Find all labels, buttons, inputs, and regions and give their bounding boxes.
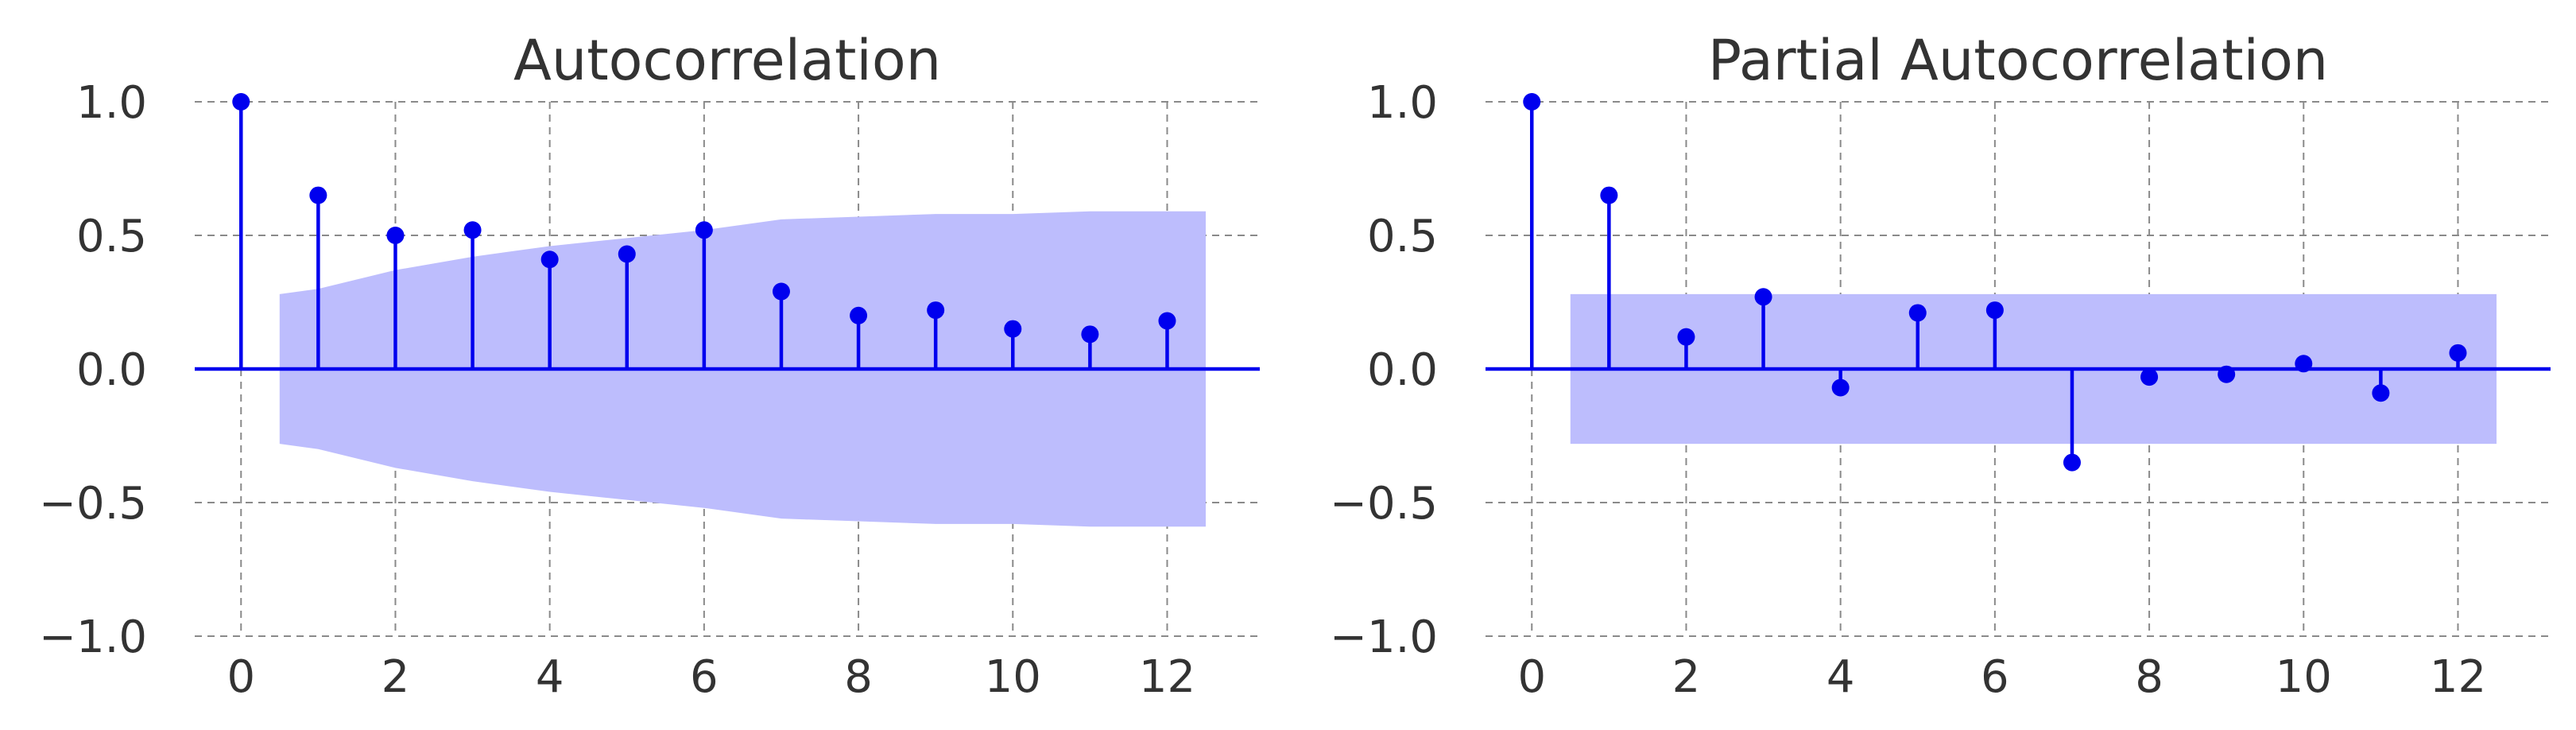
stem-marker [1600, 186, 1618, 204]
stem-marker [1908, 304, 1927, 322]
x-tick-label: 0 [1517, 651, 1546, 703]
y-tick-label: −0.5 [1330, 478, 1438, 530]
stem-marker [463, 221, 482, 239]
y-tick-label: −0.5 [39, 478, 147, 530]
y-tick-label: −1.0 [1330, 612, 1438, 663]
x-tick-label: 10 [2276, 651, 2332, 703]
x-tick-label: 10 [985, 651, 1041, 703]
x-tick-label: 12 [1139, 651, 1195, 703]
x-tick-label: 12 [2430, 651, 2486, 703]
x-tick-label: 0 [227, 651, 255, 703]
autocorrelation-panel: Autocorrelation −1.0 −0.5 0.0 0.5 1.0 0 2 4 6 8 10… [39, 28, 1260, 703]
stem-marker [850, 306, 868, 324]
partial-autocorrelation-panel: Partial Autocorrelation −1.0 −0.5 0.0 0.5 1.… [1330, 28, 2551, 703]
x-tick-label: 8 [2135, 651, 2163, 703]
x-tick-label: 6 [1981, 651, 2009, 703]
stem-marker [2449, 344, 2467, 362]
stem-marker [1677, 328, 1695, 346]
stem-marker [927, 301, 945, 320]
stem-marker [618, 245, 636, 263]
stem-marker [2295, 355, 2313, 373]
stem-marker [386, 227, 405, 244]
y-tick-label: 0.5 [76, 211, 147, 262]
stem-marker [1004, 320, 1022, 338]
x-tick-label: 2 [1672, 651, 1701, 703]
x-tick-label: 4 [536, 651, 564, 703]
stem-marker [695, 221, 713, 239]
stem-marker [1081, 325, 1099, 344]
stem-marker [309, 186, 327, 204]
stem-marker [1523, 93, 1541, 111]
stem-marker [1158, 312, 1176, 330]
chart-title-partial-autocorrelation: Partial Autocorrelation [1708, 28, 2328, 93]
y-tick-label: 1.0 [1367, 77, 1438, 129]
stem-marker [540, 250, 559, 269]
stem-marker [2063, 453, 2081, 472]
chart-title-autocorrelation: Autocorrelation [513, 28, 941, 93]
stem-marker [772, 282, 790, 301]
y-tick-label: 1.0 [76, 77, 147, 129]
stem-marker [2140, 368, 2159, 386]
y-tick-label: 0.0 [76, 344, 147, 396]
x-tick-label: 6 [690, 651, 719, 703]
y-tick-label: −1.0 [39, 612, 147, 663]
stem-marker [1754, 288, 1772, 306]
stem-marker [2372, 384, 2390, 402]
x-tick-label: 8 [844, 651, 873, 703]
x-tick-label: 2 [382, 651, 410, 703]
stem-marker [232, 93, 250, 111]
y-tick-label: 0.0 [1367, 344, 1438, 396]
y-tick-label: 0.5 [1367, 211, 1438, 262]
stem-marker [1831, 379, 1850, 397]
x-tick-label: 4 [1826, 651, 1855, 703]
stem-marker [2218, 365, 2236, 383]
stem-marker [1985, 301, 2004, 320]
